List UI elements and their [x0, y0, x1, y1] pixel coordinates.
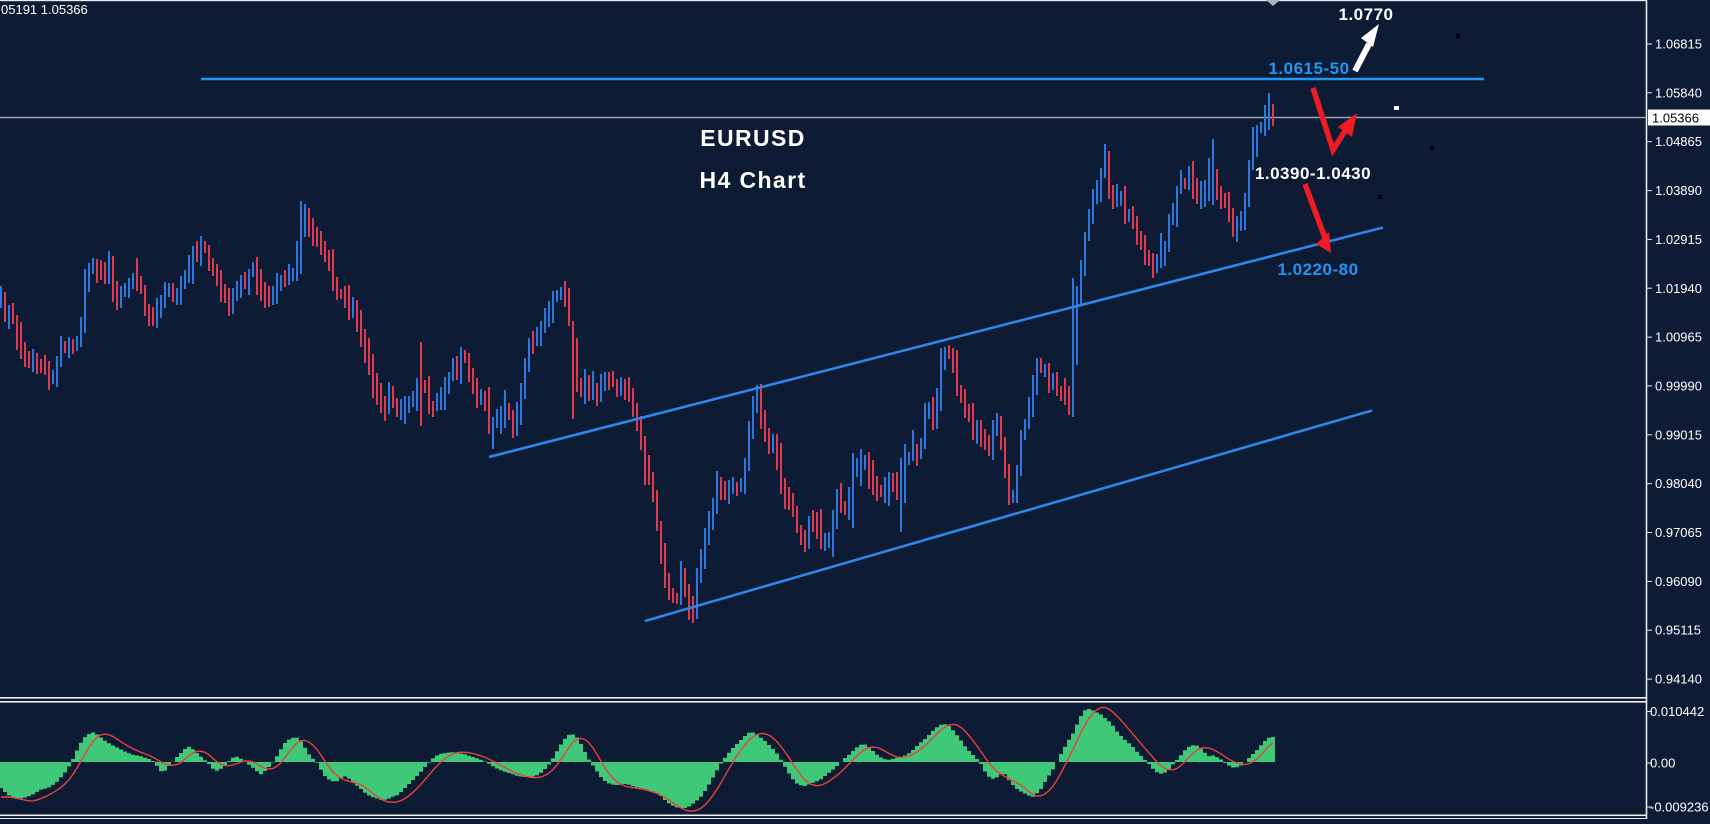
svg-text:05191 1.05366: 05191 1.05366 — [1, 2, 88, 17]
svg-text:1.04865: 1.04865 — [1655, 134, 1702, 149]
svg-text:1.00965: 1.00965 — [1655, 330, 1702, 345]
svg-text:1.01940: 1.01940 — [1655, 281, 1702, 296]
svg-text:1.0390-1.0430: 1.0390-1.0430 — [1255, 164, 1371, 183]
svg-text:1.0220-80: 1.0220-80 — [1277, 260, 1358, 279]
svg-text:1.05366: 1.05366 — [1652, 111, 1699, 126]
svg-text:1.0615-50: 1.0615-50 — [1268, 59, 1349, 78]
svg-text:1.03890: 1.03890 — [1655, 183, 1702, 198]
svg-text:1.05840: 1.05840 — [1655, 85, 1702, 100]
svg-text:0.00: 0.00 — [1650, 756, 1675, 771]
svg-text:0.98040: 0.98040 — [1655, 476, 1702, 491]
svg-text:1.0770: 1.0770 — [1339, 5, 1394, 24]
svg-text:0.97065: 0.97065 — [1655, 525, 1702, 540]
svg-text:1.02915: 1.02915 — [1655, 232, 1702, 247]
svg-text:0.94140: 0.94140 — [1655, 672, 1702, 687]
svg-text:1.06815: 1.06815 — [1655, 37, 1702, 52]
svg-text:0.96090: 0.96090 — [1655, 574, 1702, 589]
svg-text:-0.009236: -0.009236 — [1650, 800, 1709, 815]
svg-text:0.010442: 0.010442 — [1650, 704, 1704, 719]
svg-text:0.95115: 0.95115 — [1655, 623, 1701, 638]
svg-text:0.99015: 0.99015 — [1655, 427, 1702, 442]
svg-text:0.99990: 0.99990 — [1655, 378, 1702, 393]
svg-text:EURUSD: EURUSD — [700, 125, 806, 151]
svg-text:H4 Chart: H4 Chart — [699, 167, 806, 193]
